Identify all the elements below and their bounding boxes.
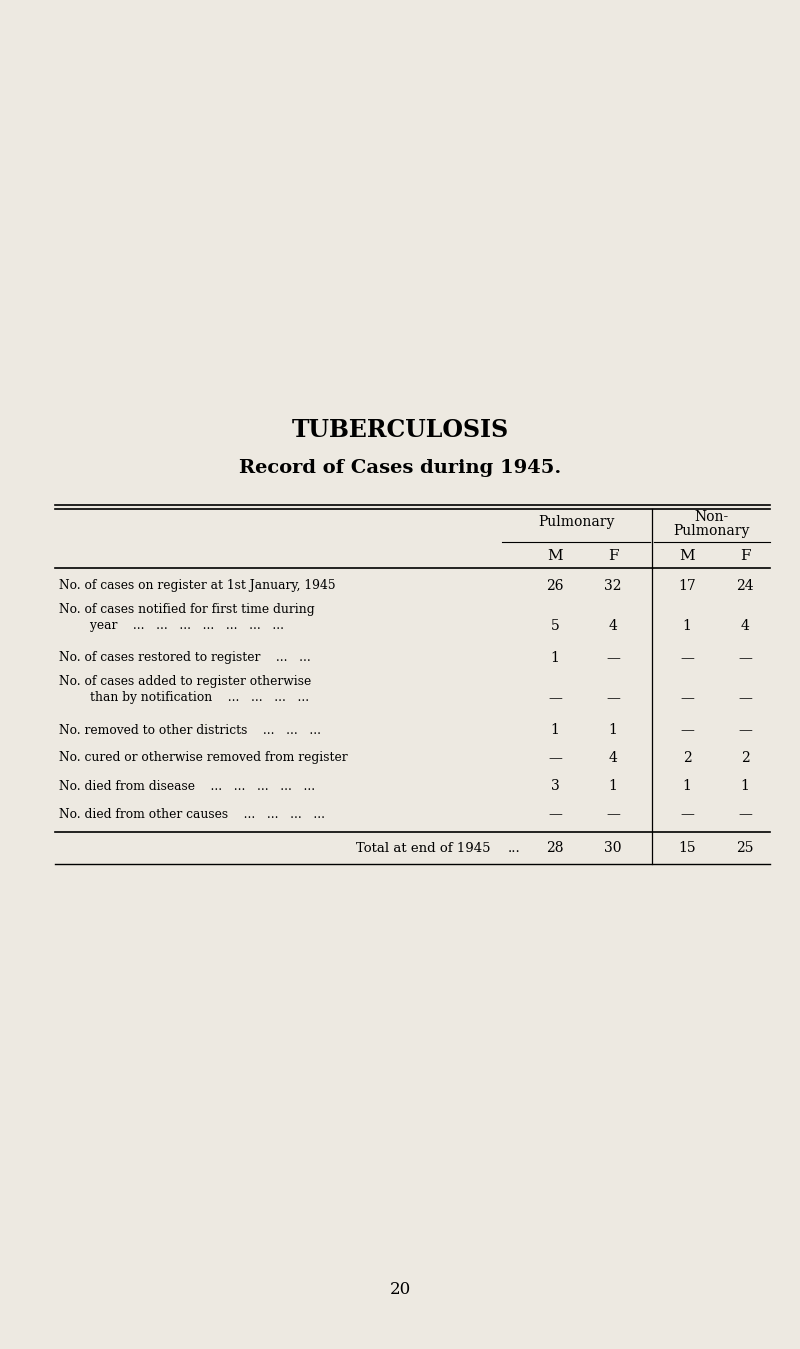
Text: 2: 2 xyxy=(682,751,691,765)
Text: Record of Cases during 1945.: Record of Cases during 1945. xyxy=(239,459,561,478)
Text: than by notification    ...   ...   ...   ...: than by notification ... ... ... ... xyxy=(59,692,309,704)
Text: F: F xyxy=(608,549,618,563)
Text: year    ...   ...   ...   ...   ...   ...   ...: year ... ... ... ... ... ... ... xyxy=(59,619,284,633)
Text: —: — xyxy=(606,652,620,665)
Text: No. cured or otherwise removed from register: No. cured or otherwise removed from regi… xyxy=(59,751,348,765)
Text: 1: 1 xyxy=(550,723,559,737)
Text: —: — xyxy=(738,723,752,737)
Text: 25: 25 xyxy=(736,840,754,855)
Text: —: — xyxy=(548,691,562,706)
Text: —: — xyxy=(548,751,562,765)
Text: No. died from other causes    ...   ...   ...   ...: No. died from other causes ... ... ... .… xyxy=(59,808,325,820)
Text: —: — xyxy=(680,691,694,706)
Text: —: — xyxy=(680,652,694,665)
Text: 17: 17 xyxy=(678,579,696,594)
Text: —: — xyxy=(738,691,752,706)
Text: —: — xyxy=(738,652,752,665)
Text: —: — xyxy=(680,807,694,822)
Text: No. removed to other districts    ...   ...   ...: No. removed to other districts ... ... .… xyxy=(59,723,321,737)
Text: No. of cases notified for first time during: No. of cases notified for first time dur… xyxy=(59,603,314,616)
Text: 20: 20 xyxy=(390,1282,410,1299)
Text: No. died from disease    ...   ...   ...   ...   ...: No. died from disease ... ... ... ... ..… xyxy=(59,780,315,792)
Text: 28: 28 xyxy=(546,840,564,855)
Text: 1: 1 xyxy=(609,723,618,737)
Text: 1: 1 xyxy=(682,619,691,633)
Text: Non-: Non- xyxy=(694,510,728,523)
Text: 1: 1 xyxy=(550,652,559,665)
Text: 5: 5 xyxy=(550,619,559,633)
Text: M: M xyxy=(547,549,563,563)
Text: M: M xyxy=(679,549,695,563)
Text: 1: 1 xyxy=(609,778,618,793)
Text: No. of cases restored to register    ...   ...: No. of cases restored to register ... ..… xyxy=(59,652,310,665)
Text: —: — xyxy=(680,723,694,737)
Text: 2: 2 xyxy=(741,751,750,765)
Text: —: — xyxy=(548,807,562,822)
Text: No. of cases on register at 1st January, 1945: No. of cases on register at 1st January,… xyxy=(59,580,336,592)
Text: 15: 15 xyxy=(678,840,696,855)
Text: Pulmonary: Pulmonary xyxy=(538,515,614,529)
Text: 4: 4 xyxy=(609,751,618,765)
Text: No. of cases added to register otherwise: No. of cases added to register otherwise xyxy=(59,676,311,688)
Text: Pulmonary: Pulmonary xyxy=(673,523,749,538)
Text: F: F xyxy=(740,549,750,563)
Text: Total at end of 1945: Total at end of 1945 xyxy=(355,842,490,854)
Text: ...: ... xyxy=(508,842,521,854)
Text: TUBERCULOSIS: TUBERCULOSIS xyxy=(291,418,509,442)
Text: 1: 1 xyxy=(682,778,691,793)
Text: 4: 4 xyxy=(609,619,618,633)
Text: 4: 4 xyxy=(741,619,750,633)
Text: 32: 32 xyxy=(604,579,622,594)
Text: —: — xyxy=(606,807,620,822)
Text: 26: 26 xyxy=(546,579,564,594)
Text: 3: 3 xyxy=(550,778,559,793)
Text: 1: 1 xyxy=(741,778,750,793)
Text: 24: 24 xyxy=(736,579,754,594)
Text: 30: 30 xyxy=(604,840,622,855)
Text: —: — xyxy=(606,691,620,706)
Text: —: — xyxy=(738,807,752,822)
